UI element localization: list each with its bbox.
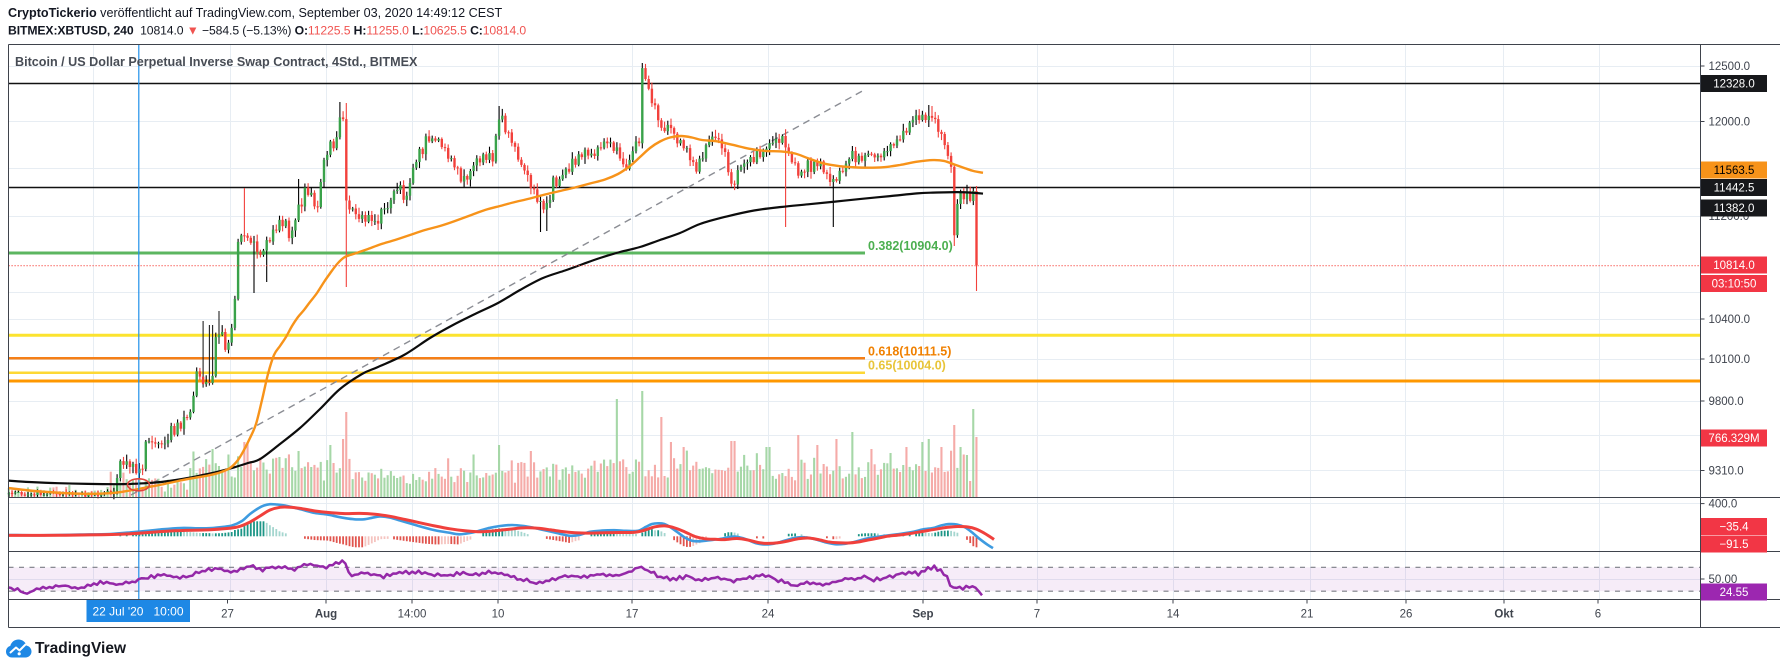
svg-text:12328.0: 12328.0 — [1713, 79, 1755, 91]
svg-text:10814.0: 10814.0 — [1713, 260, 1755, 272]
svg-text:11563.5: 11563.5 — [1714, 165, 1755, 177]
svg-text:14:00: 14:00 — [398, 609, 427, 621]
svg-text:50.00: 50.00 — [1709, 574, 1738, 586]
svg-text:12500.0: 12500.0 — [1709, 61, 1751, 73]
svg-text:0.382(10904.0): 0.382(10904.0) — [868, 239, 953, 253]
svg-text:400.0: 400.0 — [1709, 499, 1738, 511]
svg-text:Okt: Okt — [1494, 609, 1513, 621]
svg-text:10: 10 — [492, 609, 505, 621]
svg-text:21: 21 — [1301, 609, 1314, 621]
svg-text:10100.0: 10100.0 — [1709, 354, 1751, 366]
svg-text:0.618(10111.5): 0.618(10111.5) — [868, 345, 951, 359]
svg-text:9310.0: 9310.0 — [1709, 466, 1744, 478]
svg-text:7: 7 — [1034, 609, 1040, 621]
svg-text:14: 14 — [1167, 609, 1180, 621]
svg-text:Aug: Aug — [315, 609, 337, 621]
svg-text:26: 26 — [1400, 609, 1413, 621]
svg-text:24: 24 — [762, 609, 775, 621]
svg-text:22 Jul '20 10:00: 22 Jul '20 10:00 — [92, 605, 183, 619]
svg-text:Sep: Sep — [912, 609, 933, 621]
svg-text:17: 17 — [626, 609, 639, 621]
svg-text:9800.0: 9800.0 — [1709, 396, 1744, 408]
svg-text:−91.5: −91.5 — [1719, 539, 1748, 551]
svg-text:0.65(10004.0): 0.65(10004.0) — [868, 359, 946, 373]
svg-text:03:10:50: 03:10:50 — [1712, 279, 1757, 291]
svg-text:TradingView: TradingView — [35, 640, 127, 657]
svg-text:766.329M: 766.329M — [1708, 433, 1759, 445]
svg-text:27: 27 — [221, 609, 234, 621]
svg-text:11442.5: 11442.5 — [1714, 183, 1755, 195]
svg-text:6: 6 — [1595, 609, 1601, 621]
svg-text:24.55: 24.55 — [1720, 587, 1749, 599]
svg-text:11382.0: 11382.0 — [1714, 203, 1755, 215]
svg-text:−35.4: −35.4 — [1719, 522, 1749, 534]
svg-text:12000.0: 12000.0 — [1709, 117, 1751, 129]
svg-text:CryptoTickerio veröffentlicht: CryptoTickerio veröffentlicht auf Tradin… — [8, 6, 503, 20]
svg-text:10400.0: 10400.0 — [1709, 314, 1751, 326]
svg-text:Bitcoin / US Dollar Perpetual: Bitcoin / US Dollar Perpetual Inverse Sw… — [15, 55, 418, 69]
svg-text:BITMEX:XBTUSD, 240 10814.0 ▼: BITMEX:XBTUSD, 240 10814.0 ▼ −584.5 (−5.… — [8, 24, 526, 38]
